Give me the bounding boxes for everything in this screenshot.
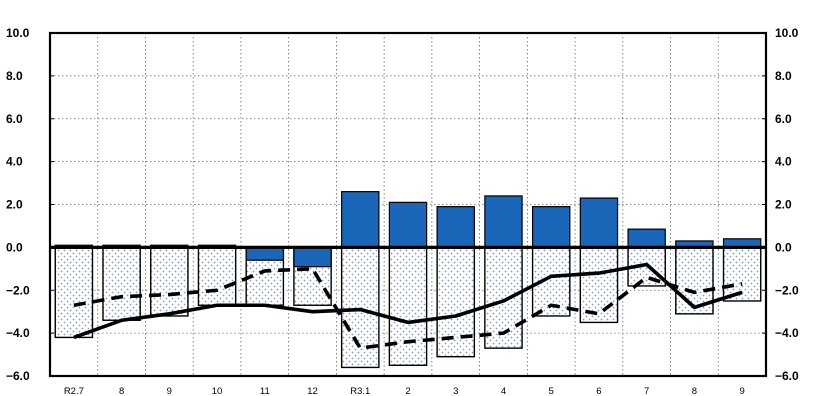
bar-blue <box>245 246 285 261</box>
y-tick-label-left: 8.0 <box>6 69 23 83</box>
x-tick-label: 5 <box>549 386 554 396</box>
bar-blue <box>341 191 380 248</box>
x-tick-label: 6 <box>596 386 601 396</box>
bar-dotted <box>54 246 94 339</box>
bar-dotted <box>102 246 141 321</box>
y-tick-label-left: 6.0 <box>6 112 23 126</box>
bar-dotted <box>388 246 428 366</box>
bar-dotted <box>340 246 380 369</box>
x-tick-label: 7 <box>644 386 649 396</box>
x-tick-label: 9 <box>167 386 172 396</box>
y-tick-label-right: 4.0 <box>775 155 792 169</box>
y-tick-label-right: −4.0 <box>775 326 799 340</box>
x-tick-label: 12 <box>307 386 318 396</box>
bar-blue <box>627 228 666 248</box>
x-tick-label: R3.1 <box>350 386 370 396</box>
y-tick-label-right: 0.0 <box>775 240 792 254</box>
bar-dotted <box>150 246 189 317</box>
x-tick-label: 8 <box>119 386 124 396</box>
y-tick-label-right: 6.0 <box>775 112 792 126</box>
bar-dotted <box>722 246 762 302</box>
y-tick-label-right: 8.0 <box>775 69 792 83</box>
x-tick-label: 11 <box>260 386 270 396</box>
x-tick-label: 10 <box>212 386 223 396</box>
x-tick-label: 8 <box>692 386 697 396</box>
bar-blue <box>293 246 332 268</box>
x-tick-label: R2.7 <box>64 386 84 396</box>
bar-dotted <box>579 246 619 324</box>
bar-blue <box>579 197 619 248</box>
y-tick-label-left: 0.0 <box>6 240 23 254</box>
y-tick-label-left: −2.0 <box>6 283 30 297</box>
bar-blue <box>531 206 571 248</box>
x-tick-label: 3 <box>453 386 458 396</box>
bar-blue <box>388 201 428 248</box>
y-tick-label-left: 2.0 <box>6 198 23 212</box>
y-tick-label-left: 10.0 <box>6 26 30 40</box>
y-tick-label-right: −2.0 <box>775 283 799 297</box>
y-tick-label-right: −6.0 <box>775 369 799 383</box>
x-tick-label: 9 <box>739 386 744 396</box>
y-tick-label-right: 2.0 <box>775 198 792 212</box>
x-tick-label: 2 <box>405 386 410 396</box>
y-tick-label-left: 4.0 <box>6 155 23 169</box>
bar-blue <box>484 195 523 248</box>
bar-blue <box>436 206 475 248</box>
bar-dotted <box>197 246 237 306</box>
title-area <box>0 0 816 4</box>
y-tick-label-left: −6.0 <box>6 369 30 383</box>
y-tick-label-left: −4.0 <box>6 326 30 340</box>
plot-frame <box>48 31 768 378</box>
y-tick-label-right: 10.0 <box>775 26 799 40</box>
x-tick-label: 4 <box>501 386 506 396</box>
